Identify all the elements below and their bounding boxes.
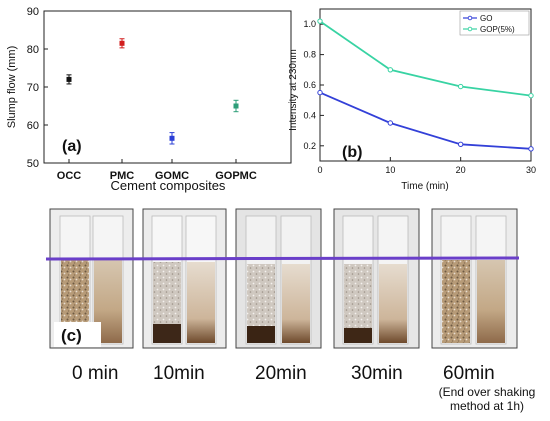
data-point-gomc (169, 135, 175, 141)
data-point-go (528, 146, 534, 152)
y-tick-label-b: 0.8 (303, 50, 316, 60)
slump-flow-chart: 50 60 70 80 90 OCC PMC GOMC GOPMC Slump flow (m… (6, 6, 292, 193)
data-point-occ (66, 76, 72, 82)
data-point-gop-5 (387, 67, 394, 73)
photo-30-min (333, 208, 420, 349)
x-tick-label-b: 30 (526, 165, 536, 175)
x-tick-label-pmc: PMC (110, 170, 135, 182)
panel-label-c: (c) (61, 326, 82, 345)
data-point-go (457, 141, 464, 147)
intensity-chart: 0.2 0.4 0.6 0.8 1.0 0 10 20 30 Intensity at 230… (288, 8, 536, 192)
sedimentation-photos: (c) (45, 208, 520, 349)
y-tick-label-a: 60 (27, 120, 39, 132)
x-tick-label-b: 10 (385, 165, 395, 175)
x-axis-label-a: Cement composites (111, 178, 226, 193)
y-tick-label-a: 70 (27, 82, 39, 94)
data-point-gop-5 (528, 92, 534, 99)
y-tick-label-a: 80 (27, 44, 39, 56)
note-line-1: (End over shaking (438, 385, 536, 399)
y-tick-label-a: 50 (27, 158, 39, 170)
legend-b: GO GOP(5%) (459, 10, 530, 36)
legend-label-gop: GOP(5%) (480, 25, 515, 34)
panel-label-c-box (54, 322, 101, 347)
x-tick-label-gopmc: GOPMC (215, 170, 257, 182)
y-tick-label-b: 0.2 (303, 141, 316, 151)
y-axis-label-a: Slump flow (mm) (6, 46, 18, 129)
series-line-gop-5 (319, 20, 532, 97)
shaking-method-note: (End over shaking method at 1h) (432, 385, 542, 413)
series-line-go (319, 91, 532, 150)
time-label-20: 20min (255, 363, 307, 384)
y-tick-label-b: 0.6 (303, 80, 316, 90)
data-point-pmc (119, 40, 125, 46)
time-label-60: 60min (443, 363, 495, 384)
x-tick-label-b: 0 (317, 165, 322, 175)
data-point-gop-5 (317, 18, 323, 24)
time-label-0: 0 min (72, 363, 119, 384)
photo-20-min (235, 208, 322, 349)
data-point-gop-5 (457, 83, 464, 90)
panel-label-a: (a) (62, 138, 82, 155)
data-point-go (387, 120, 394, 126)
panel-label-b: (b) (342, 144, 362, 161)
note-line-2: method at 1h) (449, 399, 525, 413)
y-axis-label-b: Intensity at 230nm (288, 49, 299, 131)
time-label-30: 30min (351, 363, 403, 384)
legend-label-go: GO (480, 14, 492, 23)
x-tick-label-occ: OCC (57, 170, 82, 182)
data-point-gopmc (233, 103, 239, 109)
y-tick-label-a: 90 (27, 6, 39, 18)
y-tick-label-b: 0.4 (303, 110, 316, 120)
photo-10-min (142, 208, 227, 349)
y-tick-label-b: 1.0 (303, 19, 316, 29)
photo-60-min (431, 208, 518, 349)
x-axis-label-b: Time (min) (401, 181, 448, 192)
time-label-10: 10min (153, 363, 205, 384)
data-point-go (317, 89, 323, 96)
x-tick-label-gomc: GOMC (155, 170, 189, 182)
x-tick-label-b: 20 (456, 165, 466, 175)
liquid-level-reference-line (45, 256, 520, 261)
